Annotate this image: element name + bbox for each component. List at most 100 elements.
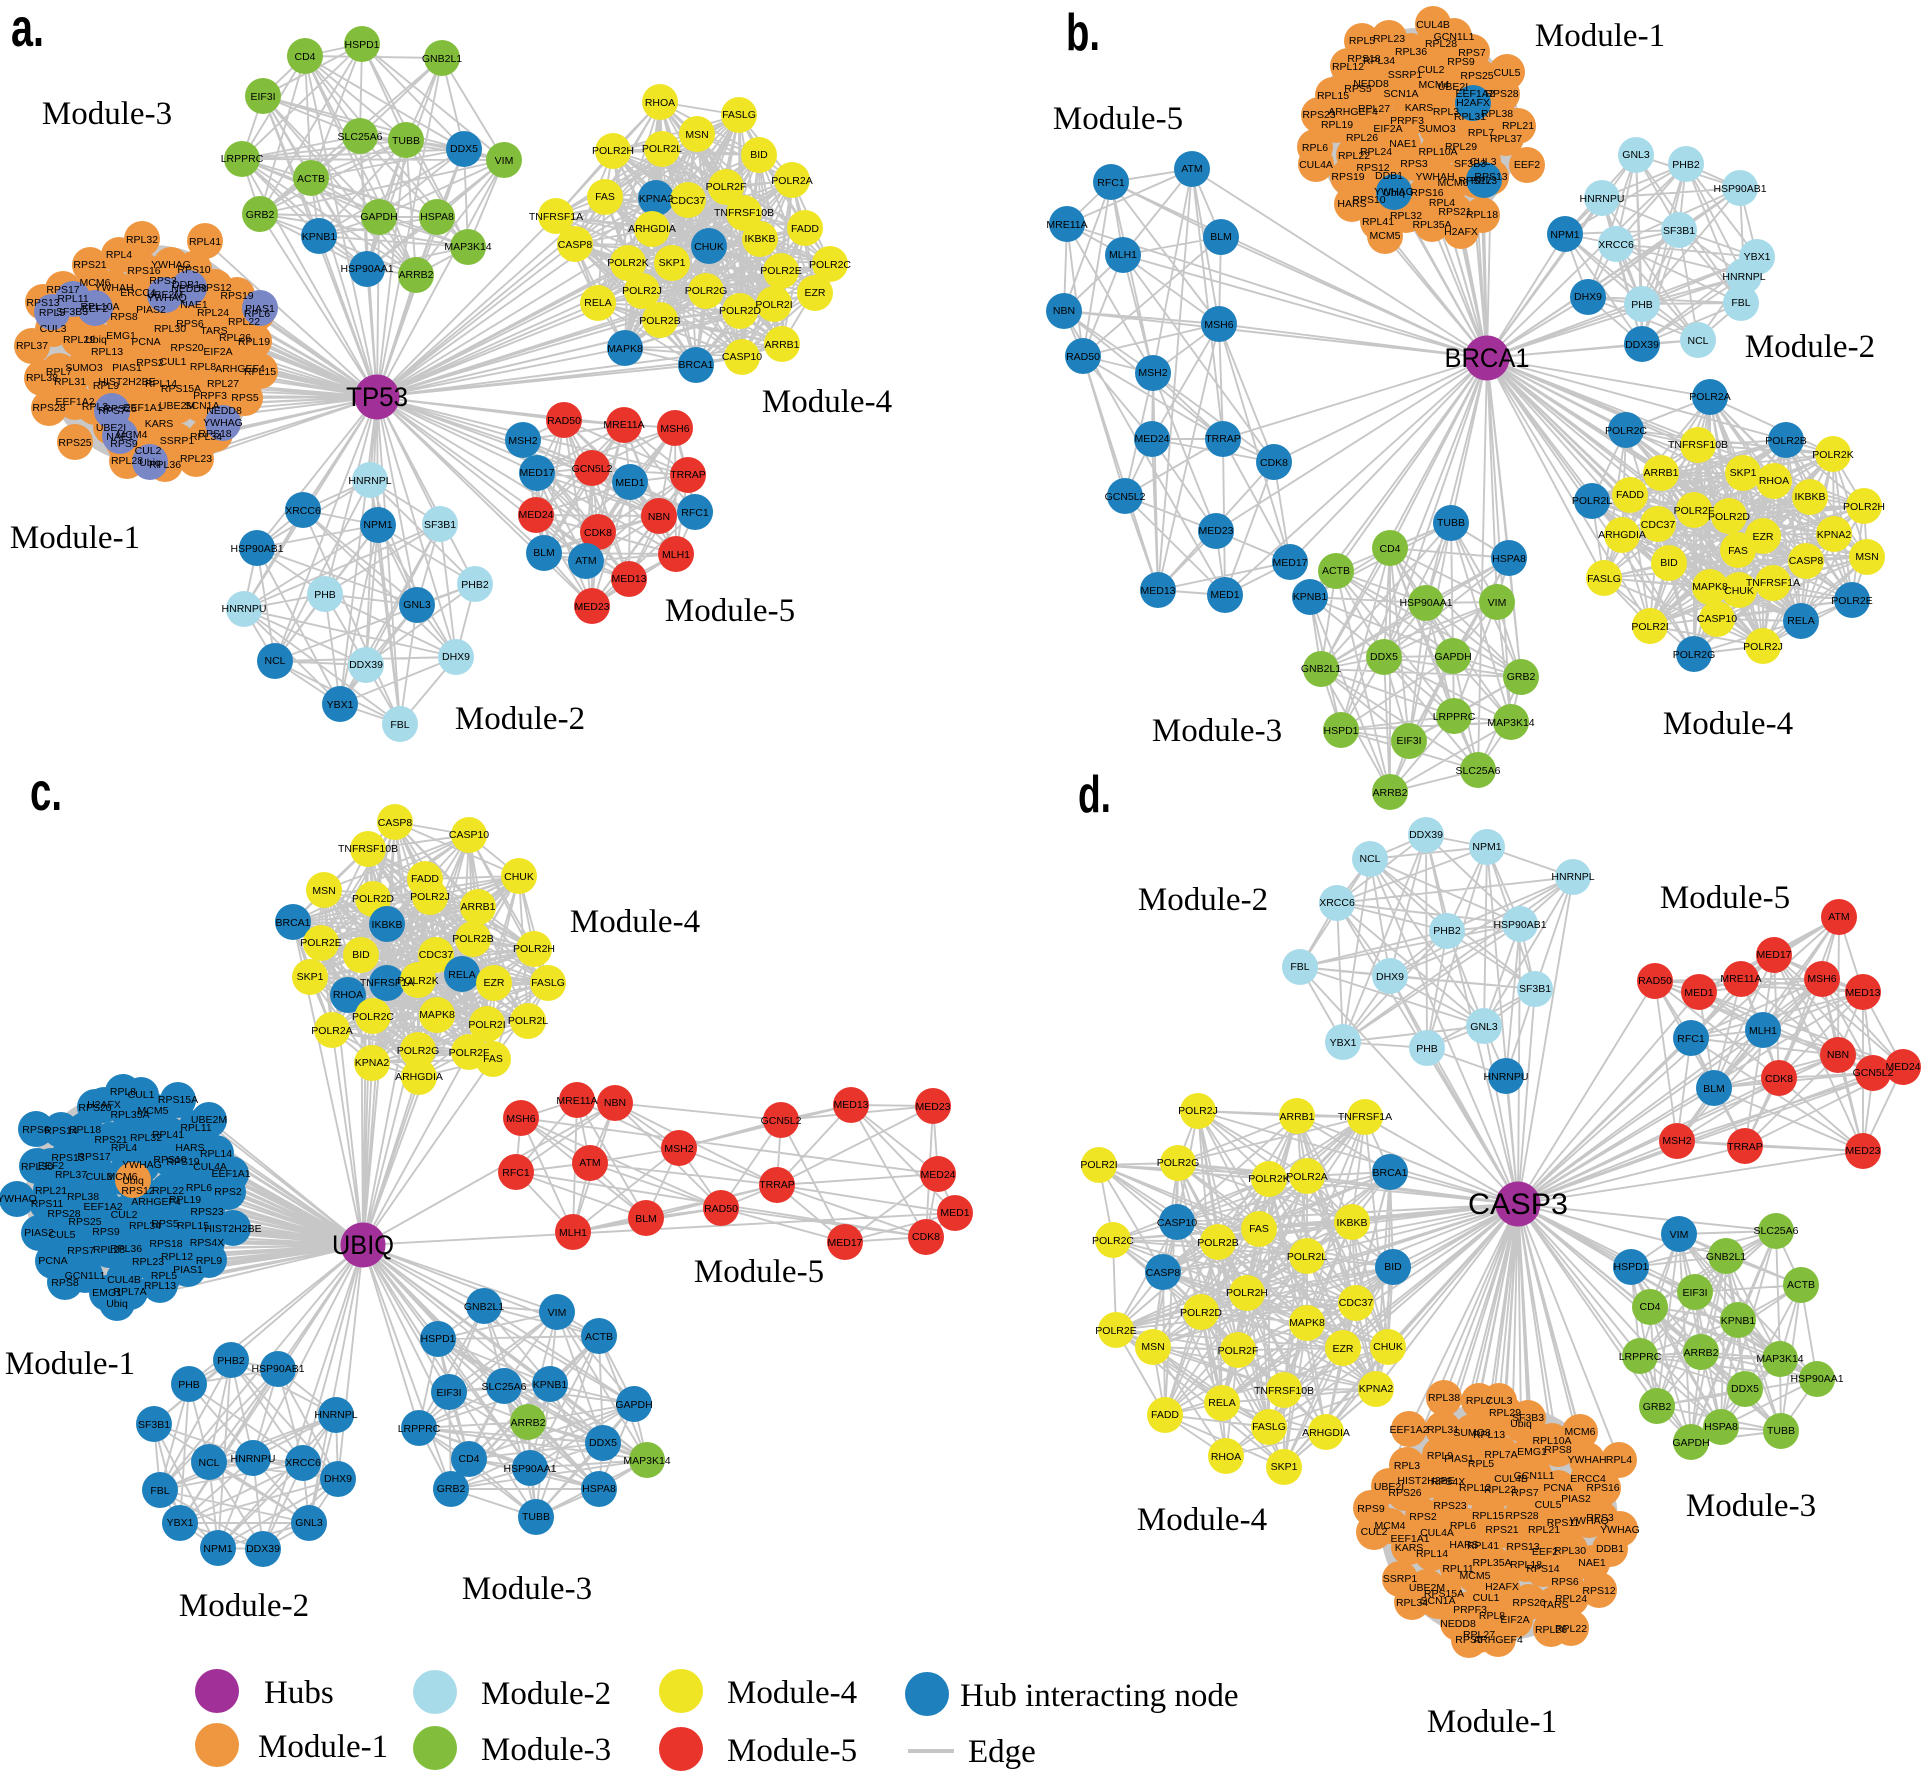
svg-text:SUMO3: SUMO3 bbox=[65, 362, 103, 374]
svg-text:XRCC6: XRCC6 bbox=[1319, 897, 1355, 909]
svg-text:CUL1: CUL1 bbox=[1473, 1592, 1500, 1604]
svg-text:GCN5L2: GCN5L2 bbox=[1853, 1067, 1894, 1079]
svg-text:MED17: MED17 bbox=[1756, 949, 1791, 961]
svg-text:PRPF3: PRPF3 bbox=[1453, 1604, 1487, 1616]
svg-text:PIAS2: PIAS2 bbox=[24, 1227, 54, 1239]
svg-text:ARHGEF4: ARHGEF4 bbox=[131, 1196, 181, 1208]
svg-text:POLR2I: POLR2I bbox=[1631, 621, 1668, 633]
svg-text:NAE1: NAE1 bbox=[180, 299, 208, 311]
svg-text:HARS: HARS bbox=[1337, 198, 1366, 210]
svg-text:KPNA2: KPNA2 bbox=[639, 193, 674, 205]
svg-text:TUBB: TUBB bbox=[1437, 517, 1465, 529]
svg-text:MED13: MED13 bbox=[833, 1099, 868, 1111]
svg-text:RPL9: RPL9 bbox=[93, 380, 119, 392]
svg-text:YWHAQ: YWHAQ bbox=[1569, 1515, 1609, 1527]
svg-text:EEF1A1: EEF1A1 bbox=[1390, 1533, 1429, 1545]
svg-text:RPL29: RPL29 bbox=[1445, 141, 1477, 153]
svg-text:MAPK8: MAPK8 bbox=[607, 343, 643, 355]
svg-text:PIAS2: PIAS2 bbox=[136, 304, 166, 316]
svg-text:DDB1: DDB1 bbox=[172, 279, 200, 291]
svg-text:Edge: Edge bbox=[968, 1734, 1036, 1770]
svg-text:POLR2D: POLR2D bbox=[1180, 1307, 1222, 1319]
svg-text:RPL3: RPL3 bbox=[1433, 106, 1459, 118]
svg-text:RPS16: RPS16 bbox=[1410, 187, 1443, 199]
svg-text:POLR2H: POLR2H bbox=[513, 943, 555, 955]
svg-text:POLR2H: POLR2H bbox=[1226, 1287, 1268, 1299]
svg-text:BLM: BLM bbox=[1703, 1083, 1725, 1095]
svg-text:RPL4: RPL4 bbox=[106, 249, 132, 261]
svg-text:HNRNPL: HNRNPL bbox=[1722, 271, 1765, 283]
svg-text:RPL35A: RPL35A bbox=[110, 1109, 149, 1121]
svg-text:MED24: MED24 bbox=[920, 1169, 955, 1181]
svg-text:SKP1: SKP1 bbox=[297, 971, 324, 983]
svg-text:CUL2: CUL2 bbox=[1418, 64, 1445, 76]
svg-text:CUL3: CUL3 bbox=[40, 323, 67, 335]
svg-text:MLH1: MLH1 bbox=[1749, 1025, 1777, 1037]
svg-text:GCN1L1: GCN1L1 bbox=[1434, 31, 1475, 43]
svg-text:Ubiq: Ubiq bbox=[85, 334, 107, 346]
svg-text:RHOA: RHOA bbox=[1211, 1451, 1241, 1463]
svg-text:CDC37: CDC37 bbox=[671, 195, 706, 207]
svg-text:HSP90AB1: HSP90AB1 bbox=[1713, 183, 1766, 195]
svg-text:RPL5: RPL5 bbox=[39, 307, 65, 319]
svg-text:CUL3: CUL3 bbox=[1486, 1395, 1513, 1407]
svg-text:UBE2M: UBE2M bbox=[1409, 1582, 1445, 1594]
svg-text:CHUK: CHUK bbox=[1724, 585, 1754, 597]
svg-text:CASP10: CASP10 bbox=[1697, 613, 1737, 625]
svg-text:ARHGEF4: ARHGEF4 bbox=[1473, 1634, 1523, 1646]
svg-text:HNRNPL: HNRNPL bbox=[348, 475, 391, 487]
svg-text:BID: BID bbox=[750, 149, 768, 161]
svg-text:RPL26: RPL26 bbox=[219, 332, 251, 344]
svg-text:MAP3K14: MAP3K14 bbox=[623, 1455, 670, 1467]
svg-text:HSP90AA1: HSP90AA1 bbox=[1790, 1373, 1843, 1385]
svg-text:RPS15A: RPS15A bbox=[161, 383, 201, 395]
svg-text:RPL24: RPL24 bbox=[1360, 146, 1392, 158]
svg-text:ARRB1: ARRB1 bbox=[460, 901, 495, 913]
svg-text:POLR2J: POLR2J bbox=[622, 285, 662, 297]
svg-text:H2AFX: H2AFX bbox=[87, 1099, 121, 1111]
svg-text:SLC25A6: SLC25A6 bbox=[482, 1381, 527, 1393]
svg-text:MAPK8: MAPK8 bbox=[419, 1009, 455, 1021]
svg-text:ARHGDIA: ARHGDIA bbox=[395, 1071, 443, 1083]
svg-text:POLR2C: POLR2C bbox=[352, 1011, 394, 1023]
svg-text:POLR2I: POLR2I bbox=[468, 1019, 505, 1031]
svg-text:EEF1A2: EEF1A2 bbox=[1455, 88, 1494, 100]
svg-text:Module-1: Module-1 bbox=[1427, 1704, 1557, 1740]
svg-text:HNRNPU: HNRNPU bbox=[1484, 1071, 1529, 1083]
svg-text:MED24: MED24 bbox=[518, 509, 553, 521]
svg-text:HARS: HARS bbox=[175, 1142, 204, 1154]
svg-text:MAP3K14: MAP3K14 bbox=[444, 241, 491, 253]
svg-text:RFC1: RFC1 bbox=[1677, 1033, 1705, 1045]
svg-text:RPL23: RPL23 bbox=[1484, 1484, 1516, 1496]
svg-text:CASP10: CASP10 bbox=[722, 351, 762, 363]
svg-text:POLR2I: POLR2I bbox=[1080, 1159, 1117, 1171]
svg-text:RPS19: RPS19 bbox=[166, 1156, 199, 1168]
svg-text:TARS: TARS bbox=[1541, 1599, 1568, 1611]
svg-text:KARS: KARS bbox=[1405, 102, 1434, 114]
svg-text:RPL6: RPL6 bbox=[1302, 142, 1328, 154]
svg-text:NCL: NCL bbox=[264, 655, 285, 667]
svg-text:MRE11A: MRE11A bbox=[1720, 973, 1761, 985]
svg-text:POLR2K: POLR2K bbox=[1812, 449, 1853, 461]
svg-text:Module-5: Module-5 bbox=[665, 593, 795, 629]
svg-text:RPL3: RPL3 bbox=[1394, 1460, 1420, 1472]
svg-text:RPS7: RPS7 bbox=[1458, 47, 1486, 59]
svg-text:Module-3: Module-3 bbox=[462, 1571, 592, 1607]
svg-text:RPS7: RPS7 bbox=[67, 1245, 95, 1257]
svg-text:SF3B3: SF3B3 bbox=[56, 306, 88, 318]
svg-text:ATM: ATM bbox=[1181, 163, 1202, 175]
svg-text:RPS5: RPS5 bbox=[151, 1218, 179, 1230]
svg-text:ACTB: ACTB bbox=[585, 1331, 613, 1343]
svg-text:RPS21: RPS21 bbox=[73, 259, 106, 271]
svg-text:ARHGDIA: ARHGDIA bbox=[1598, 529, 1646, 541]
svg-text:RPL29: RPL29 bbox=[1489, 1407, 1521, 1419]
svg-text:Module-5: Module-5 bbox=[694, 1254, 824, 1290]
svg-text:TNFRSF10B: TNFRSF10B bbox=[714, 207, 774, 219]
svg-text:FADD: FADD bbox=[411, 873, 439, 885]
svg-text:PRPF3: PRPF3 bbox=[1390, 115, 1424, 127]
svg-text:POLR2C: POLR2C bbox=[809, 259, 851, 271]
svg-text:CUL2: CUL2 bbox=[135, 445, 162, 457]
svg-text:CDC37: CDC37 bbox=[1641, 519, 1676, 531]
svg-text:NAE1: NAE1 bbox=[1578, 1557, 1606, 1569]
svg-text:HSP90AA1: HSP90AA1 bbox=[503, 1463, 556, 1475]
